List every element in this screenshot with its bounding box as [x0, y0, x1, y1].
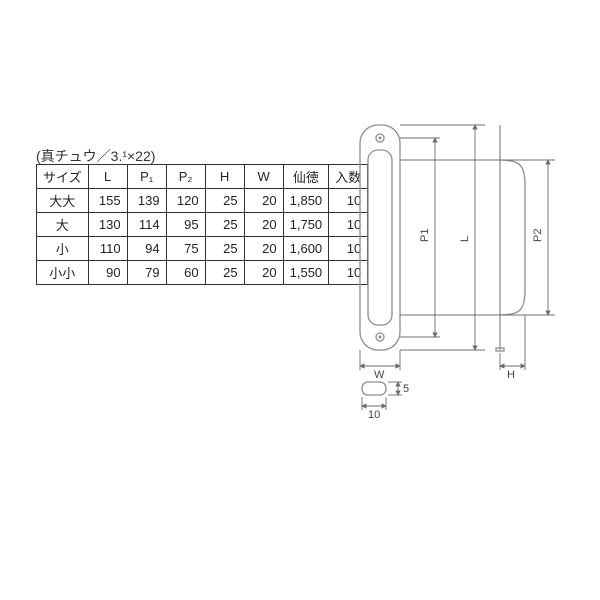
cell: 1,750	[283, 213, 329, 237]
table-row: 小小 90 79 60 25 20 1,550 10	[37, 261, 368, 285]
cell: 小	[37, 237, 89, 261]
dim-P2-label: P2	[532, 229, 544, 242]
dim-W-label: W	[374, 369, 385, 381]
cell: 25	[205, 213, 244, 237]
cell: 25	[205, 189, 244, 213]
cell: 95	[166, 213, 205, 237]
cell: 120	[166, 189, 205, 213]
table-row: 大大 155 139 120 25 20 1,850 10	[37, 189, 368, 213]
cell: 大	[37, 213, 89, 237]
cell: 大大	[37, 189, 89, 213]
cell: 114	[127, 213, 166, 237]
col-size: サイズ	[37, 165, 89, 189]
cell: 20	[244, 189, 283, 213]
table-row: 大 130 114 95 25 20 1,750 10	[37, 213, 368, 237]
table-row: 小 110 94 75 25 20 1,600 10	[37, 237, 368, 261]
col-P1: P₁	[127, 165, 166, 189]
cell: 90	[88, 261, 127, 285]
dim-L-label: L	[459, 236, 471, 242]
table-header-row: サイズ L P₁ P₂ H W 仙徳 入数	[37, 165, 368, 189]
cell: 94	[127, 237, 166, 261]
cell: 60	[166, 261, 205, 285]
dim-P1-label: P1	[419, 229, 431, 242]
technical-drawing: L P1 P2 W H 10 5	[340, 110, 560, 440]
cell: 75	[166, 237, 205, 261]
dim-10-label: 10	[368, 409, 380, 421]
cell: 1,850	[283, 189, 329, 213]
cell: 20	[244, 261, 283, 285]
col-L: L	[88, 165, 127, 189]
material-caption: (真チュウ／3.¹×22)	[36, 146, 155, 166]
cell: 110	[88, 237, 127, 261]
cell: 139	[127, 189, 166, 213]
col-P2: P₂	[166, 165, 205, 189]
table-body: 大大 155 139 120 25 20 1,850 10 大 130 114 …	[37, 189, 368, 285]
cell: 20	[244, 213, 283, 237]
dim-5-label: 5	[403, 383, 409, 395]
dim-H-label: H	[507, 369, 515, 381]
cell: 小小	[37, 261, 89, 285]
page: (真チュウ／3.¹×22) サイズ L P₁ P₂ H W 仙徳 入数 大大 1…	[0, 0, 600, 600]
cell: 130	[88, 213, 127, 237]
cell: 1,550	[283, 261, 329, 285]
col-price: 仙徳	[283, 165, 329, 189]
cell: 79	[127, 261, 166, 285]
cell: 25	[205, 237, 244, 261]
cell: 20	[244, 237, 283, 261]
col-W: W	[244, 165, 283, 189]
cell: 155	[88, 189, 127, 213]
cell: 25	[205, 261, 244, 285]
col-H: H	[205, 165, 244, 189]
cell: 1,600	[283, 237, 329, 261]
spec-table: サイズ L P₁ P₂ H W 仙徳 入数 大大 155 139 120 25 …	[36, 164, 368, 285]
